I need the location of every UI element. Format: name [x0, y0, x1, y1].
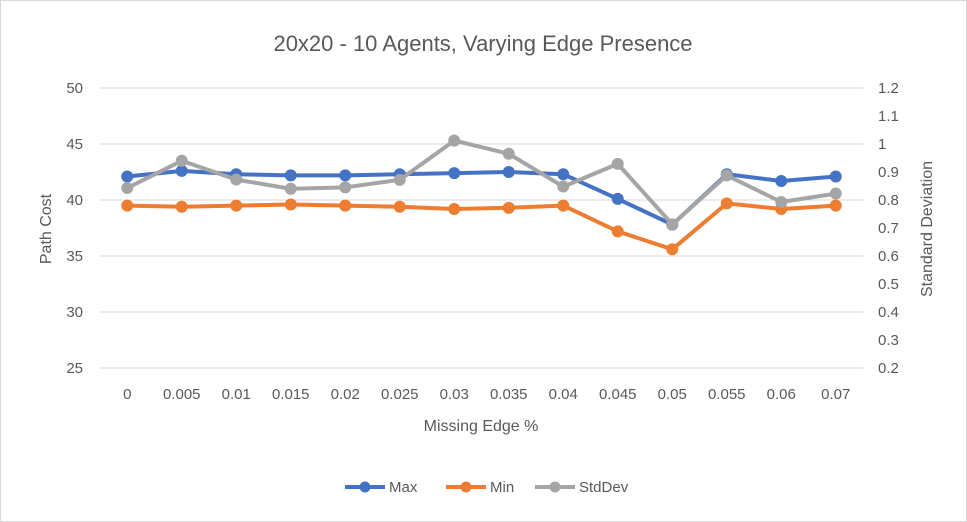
data-point-stddev — [448, 134, 461, 147]
data-point-stddev — [502, 147, 515, 160]
data-point-max — [557, 168, 570, 181]
data-point-max — [829, 170, 842, 183]
data-point-max — [175, 164, 188, 177]
data-point-min — [230, 199, 243, 212]
series-max — [121, 164, 842, 231]
x-tick-label: 0.045 — [599, 386, 637, 403]
data-point-min — [284, 198, 297, 211]
y2-tick-label: 0.5 — [878, 276, 899, 293]
x-tick-label: 0.04 — [549, 386, 578, 403]
y-axis-left-ticks: 25 30 35 40 45 50 — [66, 80, 83, 377]
gridlines — [100, 87, 863, 369]
series-line-min — [125, 201, 838, 252]
x-tick-label: 0 — [123, 386, 131, 403]
x-tick-label: 0.02 — [331, 386, 360, 403]
data-point-max — [502, 166, 515, 178]
y-axis-right-title: Standard Deviation — [919, 161, 936, 297]
y-axis-left-title: Path Cost — [38, 193, 55, 264]
data-point-min — [121, 199, 134, 212]
x-tick-label: 0.06 — [767, 386, 796, 403]
data-point-stddev — [284, 182, 297, 195]
data-point-min — [502, 201, 515, 214]
legend: Max Min StdDev — [345, 479, 629, 496]
y-tick-label: 50 — [66, 80, 83, 97]
data-point-min — [339, 199, 352, 212]
data-point-max — [611, 192, 624, 205]
y2-tick-label: 1.1 — [878, 108, 899, 125]
data-point-stddev — [121, 181, 134, 194]
x-axis-title: Missing Edge % — [424, 418, 539, 435]
data-point-max — [448, 167, 461, 180]
x-tick-label: 0.01 — [222, 386, 251, 403]
x-tick-label: 0.03 — [440, 386, 469, 403]
x-tick-label: 0.07 — [821, 386, 850, 403]
data-point-min — [611, 225, 624, 238]
y-tick-label: 30 — [66, 304, 83, 321]
legend-swatch-marker — [359, 481, 371, 493]
data-point-max — [284, 169, 297, 182]
y-axis-right-ticks: 0.2 0.3 0.4 0.5 0.6 0.7 0.8 0.9 1 1.1 1.2 — [878, 80, 899, 377]
x-tick-label: 0.025 — [381, 386, 419, 403]
data-point-stddev — [775, 195, 788, 208]
data-point-max — [775, 174, 788, 187]
x-axis-ticks: 0 0.005 0.01 0.015 0.02 0.025 0.03 0.035 0.04 0.0… — [123, 386, 850, 403]
legend-item-stddev: StdDev — [535, 479, 629, 496]
y-tick-label: 40 — [66, 192, 83, 209]
data-point-max — [339, 169, 352, 182]
y2-tick-label: 1.2 — [878, 80, 899, 97]
legend-label: StdDev — [579, 479, 629, 496]
data-point-stddev — [393, 173, 406, 186]
legend-swatch-marker — [549, 481, 561, 493]
x-tick-label: 0.005 — [163, 386, 201, 403]
y2-tick-label: 0.7 — [878, 220, 899, 237]
legend-label: Min — [490, 479, 514, 496]
x-tick-label: 0.05 — [658, 386, 687, 403]
data-point-stddev — [720, 169, 733, 182]
data-point-min — [175, 200, 188, 213]
data-point-stddev — [829, 187, 842, 200]
data-point-min — [720, 197, 733, 210]
y2-tick-label: 0.2 — [878, 360, 899, 377]
legend-item-min: Min — [446, 479, 514, 496]
y2-tick-label: 0.6 — [878, 248, 899, 265]
data-point-min — [448, 202, 461, 215]
data-point-stddev — [339, 181, 352, 194]
data-point-stddev — [230, 173, 243, 186]
y2-tick-label: 1 — [878, 136, 886, 153]
x-tick-label: 0.055 — [708, 386, 746, 403]
series-line-stddev — [125, 138, 838, 227]
data-point-stddev — [175, 154, 188, 167]
y-tick-label: 45 — [66, 136, 83, 153]
data-point-min — [829, 199, 842, 212]
series-stddev — [121, 134, 842, 231]
series-layer — [121, 134, 842, 256]
legend-item-max: Max — [345, 479, 418, 496]
y-tick-label: 25 — [66, 360, 83, 377]
data-point-min — [557, 199, 570, 212]
chart-title: 20x20 - 10 Agents, Varying Edge Presence — [273, 31, 692, 56]
x-tick-label: 0.015 — [272, 386, 310, 403]
y2-tick-label: 0.8 — [878, 192, 899, 209]
y2-tick-label: 0.3 — [878, 332, 899, 349]
data-point-min — [666, 243, 679, 256]
data-point-min — [393, 200, 406, 213]
data-point-stddev — [666, 218, 679, 231]
data-point-stddev — [557, 180, 570, 193]
y2-tick-label: 0.9 — [878, 164, 899, 181]
data-point-stddev — [611, 157, 624, 170]
legend-label: Max — [389, 479, 418, 496]
series-min — [121, 197, 842, 256]
y-tick-label: 35 — [66, 248, 83, 265]
legend-swatch-marker — [460, 481, 472, 493]
data-point-max — [121, 170, 134, 183]
y2-tick-label: 0.4 — [878, 304, 899, 321]
x-tick-label: 0.035 — [490, 386, 528, 403]
